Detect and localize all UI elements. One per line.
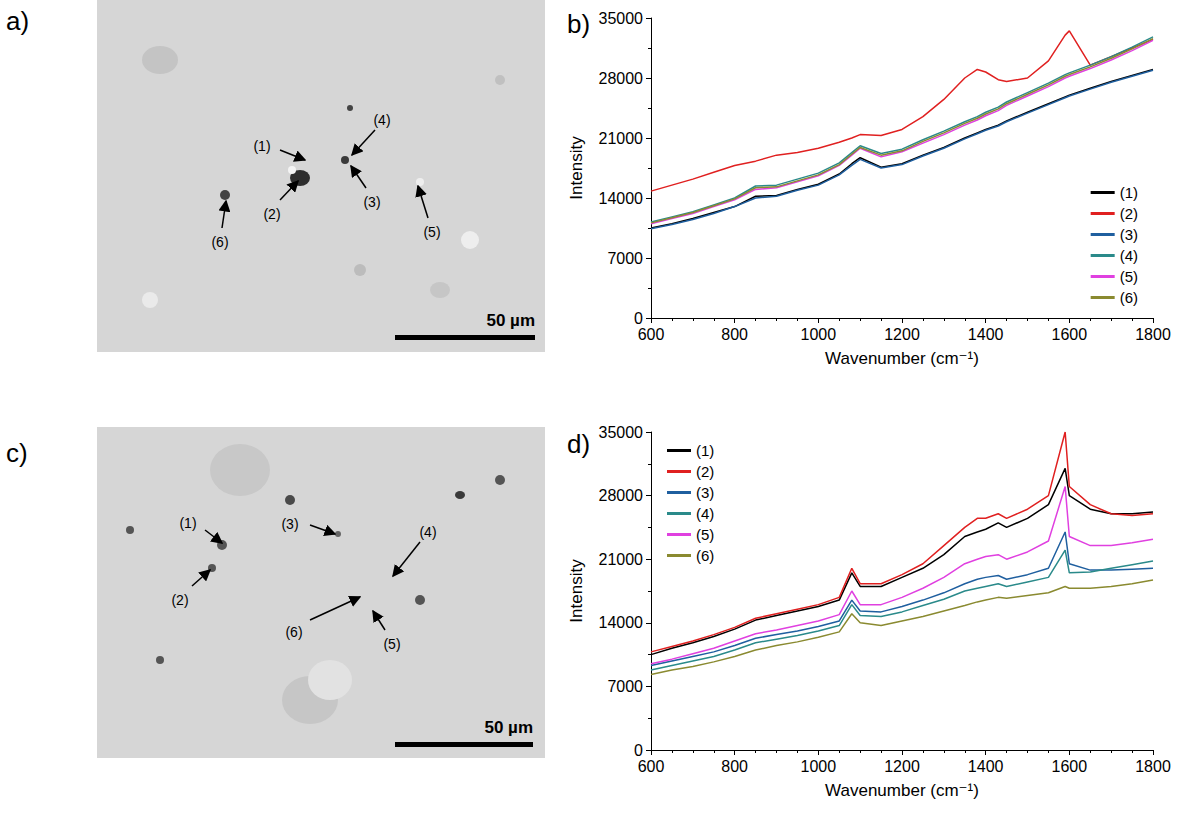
svg-text:28000: 28000 bbox=[599, 487, 644, 504]
svg-text:600: 600 bbox=[638, 326, 665, 343]
svg-text:(6): (6) bbox=[211, 234, 228, 250]
svg-text:d): d) bbox=[567, 429, 590, 459]
svg-text:(1): (1) bbox=[253, 138, 270, 154]
svg-text:1600: 1600 bbox=[1052, 326, 1088, 343]
svg-text:(5): (5) bbox=[696, 526, 714, 543]
svg-text:50 µm: 50 µm bbox=[486, 311, 535, 330]
svg-text:(5): (5) bbox=[1120, 268, 1138, 285]
svg-text:c): c) bbox=[6, 438, 28, 468]
svg-text:a): a) bbox=[6, 6, 29, 36]
svg-text:21000: 21000 bbox=[599, 551, 644, 568]
svg-text:800: 800 bbox=[721, 758, 748, 775]
svg-text:b): b) bbox=[567, 9, 590, 39]
svg-text:(6): (6) bbox=[1120, 289, 1138, 306]
svg-text:35000: 35000 bbox=[599, 424, 644, 441]
svg-text:(1): (1) bbox=[696, 442, 714, 459]
svg-text:50 µm: 50 µm bbox=[484, 718, 533, 737]
svg-text:(1): (1) bbox=[1120, 184, 1138, 201]
svg-text:7000: 7000 bbox=[607, 250, 643, 267]
svg-text:(3): (3) bbox=[1120, 226, 1138, 243]
svg-text:1000: 1000 bbox=[801, 758, 837, 775]
svg-text:0: 0 bbox=[634, 310, 643, 327]
svg-text:(2): (2) bbox=[1120, 205, 1138, 222]
svg-text:14000: 14000 bbox=[599, 190, 644, 207]
svg-text:1800: 1800 bbox=[1135, 758, 1171, 775]
svg-text:(5): (5) bbox=[383, 636, 400, 652]
svg-text:1000: 1000 bbox=[801, 326, 837, 343]
svg-text:1800: 1800 bbox=[1135, 326, 1171, 343]
svg-text:(4): (4) bbox=[373, 112, 390, 128]
svg-text:(6): (6) bbox=[696, 547, 714, 564]
svg-text:(4): (4) bbox=[696, 505, 714, 522]
svg-text:(3): (3) bbox=[696, 484, 714, 501]
svg-text:1200: 1200 bbox=[884, 326, 920, 343]
svg-text:(3): (3) bbox=[281, 516, 298, 532]
svg-text:800: 800 bbox=[721, 326, 748, 343]
svg-text:28000: 28000 bbox=[599, 70, 644, 87]
svg-text:(4): (4) bbox=[419, 524, 436, 540]
svg-text:(5): (5) bbox=[423, 224, 440, 240]
svg-text:1400: 1400 bbox=[968, 758, 1004, 775]
svg-text:14000: 14000 bbox=[599, 614, 644, 631]
svg-text:(4): (4) bbox=[1120, 247, 1138, 264]
svg-text:21000: 21000 bbox=[599, 130, 644, 147]
svg-text:1400: 1400 bbox=[968, 326, 1004, 343]
svg-text:(2): (2) bbox=[696, 463, 714, 480]
svg-text:0: 0 bbox=[634, 742, 643, 759]
svg-text:(1): (1) bbox=[179, 515, 196, 531]
svg-text:7000: 7000 bbox=[607, 678, 643, 695]
svg-text:Intensity: Intensity bbox=[567, 136, 586, 200]
svg-text:(2): (2) bbox=[263, 206, 280, 222]
svg-text:1200: 1200 bbox=[884, 758, 920, 775]
svg-text:(3): (3) bbox=[363, 194, 380, 210]
svg-text:600: 600 bbox=[638, 758, 665, 775]
svg-text:Intensity: Intensity bbox=[567, 559, 586, 623]
svg-text:(6): (6) bbox=[285, 624, 302, 640]
svg-text:Wavenumber (cm⁻¹): Wavenumber (cm⁻¹) bbox=[825, 349, 979, 368]
svg-text:(2): (2) bbox=[171, 592, 188, 608]
svg-text:1600: 1600 bbox=[1052, 758, 1088, 775]
svg-text:35000: 35000 bbox=[599, 10, 644, 27]
svg-text:Wavenumber (cm⁻¹): Wavenumber (cm⁻¹) bbox=[825, 781, 979, 800]
